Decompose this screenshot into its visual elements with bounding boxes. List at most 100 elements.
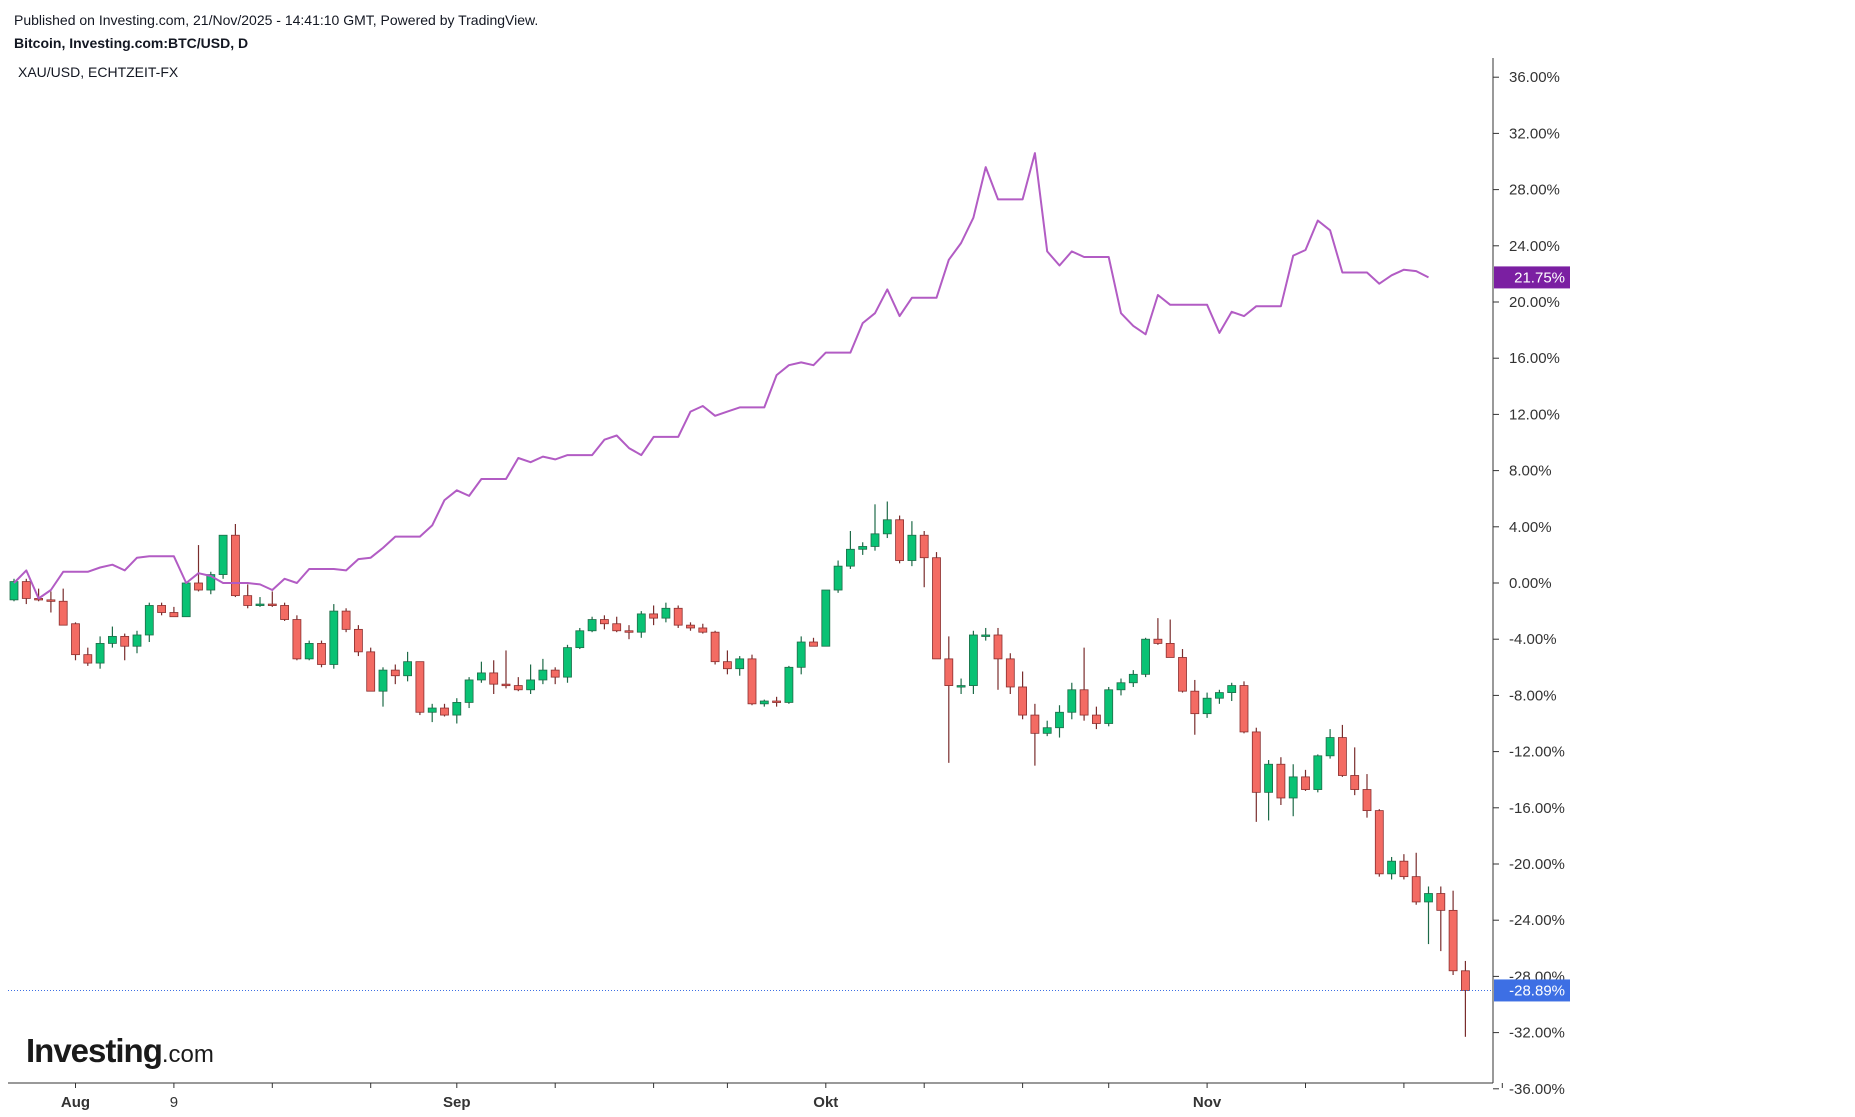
candle-up xyxy=(1288,764,1298,817)
candle-body xyxy=(833,565,843,591)
y-tick-label: 24.00% xyxy=(1509,238,1560,255)
candle-body xyxy=(1288,776,1298,799)
candle-down xyxy=(71,622,80,661)
candle-down xyxy=(120,633,130,661)
y-tick-label: -4.00% xyxy=(1509,631,1557,648)
btc-last-badge: -28.89% xyxy=(1494,979,1570,1002)
overlay-series-label[interactable]: XAU/USD, ECHTZEIT-FX xyxy=(18,64,179,80)
candle-body xyxy=(1215,692,1224,699)
candle-up xyxy=(1141,637,1150,678)
candle-body xyxy=(1374,810,1384,875)
candle-body xyxy=(735,658,745,670)
candle-body xyxy=(1338,737,1347,776)
candle-body xyxy=(95,643,105,664)
candle-down xyxy=(686,622,695,631)
candle-body xyxy=(1251,731,1261,793)
candle-up xyxy=(784,665,794,704)
candle-body xyxy=(1436,893,1446,911)
btc-candles xyxy=(9,501,1470,1037)
candle-body xyxy=(181,582,191,618)
candle-body xyxy=(132,634,142,647)
candle-up xyxy=(1042,720,1052,737)
y-tick-label: 0.00% xyxy=(1509,575,1552,592)
x-tick-label: Nov xyxy=(1193,1094,1222,1111)
candle-up xyxy=(981,627,991,641)
candle-down xyxy=(550,667,560,685)
logo-brand: Investing xyxy=(26,1032,163,1069)
candle-body xyxy=(169,612,179,618)
candle-up xyxy=(1104,686,1114,727)
candle-body xyxy=(1448,909,1458,972)
candle-body xyxy=(440,707,449,716)
candle-down xyxy=(1030,703,1040,766)
candle-down xyxy=(1350,747,1360,796)
candle-up xyxy=(1325,729,1335,759)
y-tick-label: -12.00% xyxy=(1509,744,1565,761)
candle-down xyxy=(1153,618,1163,645)
candle-down xyxy=(895,515,904,564)
candle-body xyxy=(329,610,339,665)
candle-down xyxy=(1178,649,1187,693)
candle-down xyxy=(710,630,720,665)
candle-body xyxy=(796,641,806,668)
candle-body xyxy=(427,707,437,713)
y-tick-label: -32.00% xyxy=(1509,1025,1565,1042)
candle-body xyxy=(378,669,388,692)
candle-down xyxy=(1239,681,1249,734)
candle-up xyxy=(796,636,806,675)
btc-last-badge-bg xyxy=(1494,979,1570,1002)
candle-body xyxy=(1116,682,1126,691)
price-axis: 36.00% 32.00% 28.00% 24.00% 20.00% 16.00% 12.0… xyxy=(1492,58,1565,1098)
candle-down xyxy=(366,647,376,692)
candle-down xyxy=(501,650,511,689)
candle-body xyxy=(243,595,253,606)
candle-body xyxy=(747,658,757,705)
y-tick-label: -8.00% xyxy=(1509,687,1557,704)
candle-down xyxy=(440,703,449,717)
candle-body xyxy=(1067,689,1077,713)
y-tick-label: 32.00% xyxy=(1509,125,1560,142)
candle-body xyxy=(1190,690,1200,715)
candle-up xyxy=(427,703,437,723)
candle-body xyxy=(366,651,376,692)
x-tick-label: Sep xyxy=(443,1094,471,1111)
candle-body xyxy=(772,700,781,703)
candle-up xyxy=(132,630,142,654)
candle-body xyxy=(1264,763,1273,793)
candle-body xyxy=(1030,714,1040,734)
candle-body xyxy=(108,635,117,644)
candle-body xyxy=(550,669,560,678)
candle-down xyxy=(230,523,240,598)
candle-body xyxy=(157,605,167,613)
candle-body xyxy=(501,683,511,687)
candle-up xyxy=(759,699,769,707)
y-tick-label: 16.00% xyxy=(1509,350,1560,367)
candle-up xyxy=(1227,682,1237,702)
candle-body xyxy=(255,603,265,606)
candle-up xyxy=(956,678,966,694)
candle-body xyxy=(1055,711,1064,729)
candle-down xyxy=(673,605,683,628)
y-tick-label: -36.00% xyxy=(1509,1081,1565,1098)
y-tick-label: 20.00% xyxy=(1509,294,1560,311)
candle-down xyxy=(1005,653,1015,694)
candle-body xyxy=(587,619,597,632)
candle-body xyxy=(120,635,130,647)
candle-up xyxy=(255,597,265,607)
candle-down xyxy=(1448,890,1458,975)
symbol-title: Bitcoin, Investing.com:BTC/USD, D xyxy=(14,35,249,51)
x-grid-ticks: Aug 9 Sep Okt Nov xyxy=(8,1082,1503,1111)
candle-body xyxy=(993,634,1003,660)
candle-up xyxy=(821,589,831,647)
candle-body xyxy=(353,628,363,653)
y-tick-label: 4.00% xyxy=(1509,519,1552,536)
candle-body xyxy=(1079,689,1089,716)
investing-logo[interactable]: Investing.com xyxy=(26,1032,214,1070)
candle-up xyxy=(575,627,585,650)
candle-body xyxy=(686,624,695,629)
candle-body xyxy=(636,613,646,633)
y-tick-label: 28.00% xyxy=(1509,182,1560,199)
candle-up xyxy=(1424,886,1433,945)
candle-body xyxy=(1301,776,1310,790)
